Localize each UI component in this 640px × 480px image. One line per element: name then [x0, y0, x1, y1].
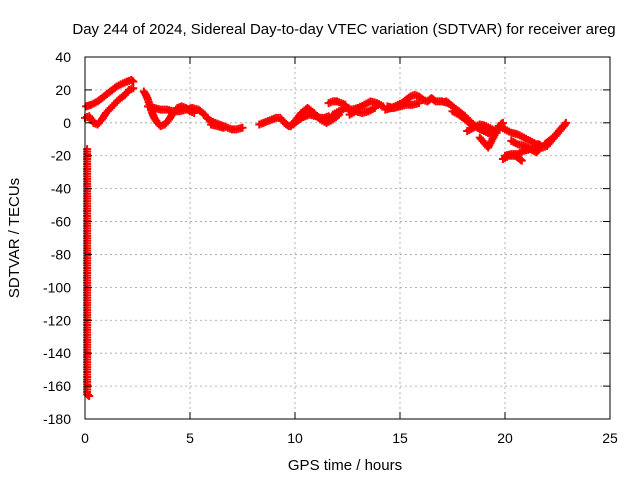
tick-labels: 40 20 0 -20 -40 -60 -80 -100 -120 -140 -160 -180 0 5 1…	[43, 49, 618, 446]
series-arc-14	[442, 97, 495, 139]
x-tick-label: 5	[186, 430, 194, 446]
y-tick-label: 40	[55, 49, 71, 65]
series-arc-18	[494, 122, 541, 149]
x-tick-label: 0	[81, 430, 89, 446]
series-arc-11	[345, 104, 379, 119]
x-tick-label: 15	[392, 430, 408, 446]
y-tick-label: -20	[51, 148, 71, 164]
axes	[84, 56, 611, 420]
series-arc-20	[498, 151, 526, 165]
x-axis-label: GPS time / hours	[288, 457, 402, 474]
series-arc-13	[383, 99, 423, 113]
chart-title: Day 244 of 2024, Sidereal Day-to-day VTE…	[72, 21, 615, 38]
data-point	[414, 99, 423, 108]
series-arc-2	[81, 84, 138, 129]
y-tick-label: -60	[51, 214, 71, 230]
x-tick-label: 25	[602, 430, 618, 446]
data-point	[219, 123, 228, 132]
data-point	[559, 122, 568, 131]
y-tick-label: -80	[51, 246, 71, 262]
y-tick-label: -120	[43, 312, 71, 328]
y-tick-label: 0	[63, 115, 71, 131]
data-point	[370, 104, 379, 113]
data-point	[238, 123, 247, 132]
y-tick-label: 20	[55, 82, 71, 98]
x-tick-label: 10	[287, 430, 303, 446]
y-tick-label: -40	[51, 181, 71, 197]
series-arc-1	[82, 76, 138, 111]
series-arc-23	[540, 120, 569, 149]
data-points	[81, 76, 570, 400]
data-point	[199, 109, 208, 118]
y-axis-label: SDTVAR / TECUs	[6, 178, 23, 298]
y-tick-label: -100	[43, 279, 71, 295]
data-point	[560, 120, 569, 129]
data-point	[129, 84, 138, 93]
y-tick-label: -160	[43, 378, 71, 394]
data-point	[517, 156, 526, 165]
data-point	[85, 391, 94, 400]
y-tick-label: -140	[43, 345, 71, 361]
y-tick-label: -180	[43, 411, 71, 427]
series-arc-4	[144, 102, 209, 119]
plot-frame	[84, 56, 611, 420]
series-arc-6	[207, 120, 228, 132]
x-tick-label: 20	[497, 430, 513, 446]
